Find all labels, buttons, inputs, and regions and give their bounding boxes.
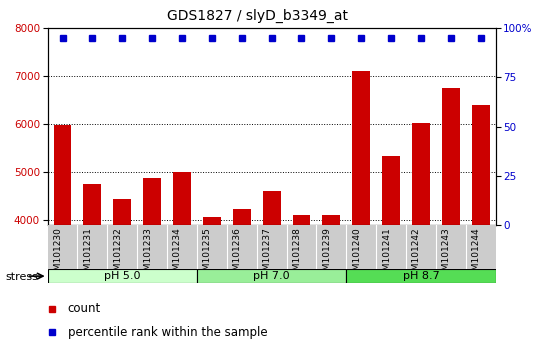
- Bar: [346, 269, 496, 283]
- Text: pH 5.0: pH 5.0: [104, 271, 141, 281]
- Text: GSM101233: GSM101233: [143, 227, 152, 282]
- Text: GSM101234: GSM101234: [173, 227, 182, 282]
- Bar: [352, 72, 370, 354]
- Text: count: count: [68, 302, 101, 315]
- Bar: [472, 105, 489, 354]
- Bar: [48, 269, 197, 283]
- Text: GSM101242: GSM101242: [412, 227, 421, 282]
- Bar: [323, 215, 340, 354]
- Text: GSM101231: GSM101231: [83, 227, 92, 282]
- Text: GSM101235: GSM101235: [203, 227, 212, 282]
- Bar: [233, 209, 251, 354]
- Bar: [203, 217, 221, 354]
- Bar: [83, 184, 101, 354]
- Text: percentile rank within the sample: percentile rank within the sample: [68, 326, 267, 338]
- Bar: [442, 88, 460, 354]
- Text: pH 8.7: pH 8.7: [403, 271, 439, 281]
- Text: GSM101232: GSM101232: [113, 227, 122, 282]
- Text: GSM101230: GSM101230: [54, 227, 63, 282]
- Bar: [54, 125, 72, 354]
- Bar: [412, 123, 430, 354]
- Text: GSM101241: GSM101241: [382, 227, 391, 282]
- Text: GSM101244: GSM101244: [472, 227, 480, 282]
- Bar: [197, 269, 346, 283]
- Text: pH 7.0: pH 7.0: [253, 271, 290, 281]
- Text: GSM101236: GSM101236: [233, 227, 242, 282]
- Bar: [263, 191, 281, 354]
- Bar: [292, 215, 310, 354]
- Text: GSM101237: GSM101237: [263, 227, 272, 282]
- Bar: [173, 172, 191, 354]
- Bar: [143, 178, 161, 354]
- Text: stress: stress: [6, 272, 39, 282]
- Text: GDS1827 / slyD_b3349_at: GDS1827 / slyD_b3349_at: [167, 9, 348, 23]
- Bar: [113, 199, 131, 354]
- Text: GSM101239: GSM101239: [323, 227, 332, 282]
- Text: GSM101243: GSM101243: [442, 227, 451, 282]
- Text: GSM101240: GSM101240: [352, 227, 361, 282]
- Text: GSM101238: GSM101238: [292, 227, 301, 282]
- Bar: [382, 156, 400, 354]
